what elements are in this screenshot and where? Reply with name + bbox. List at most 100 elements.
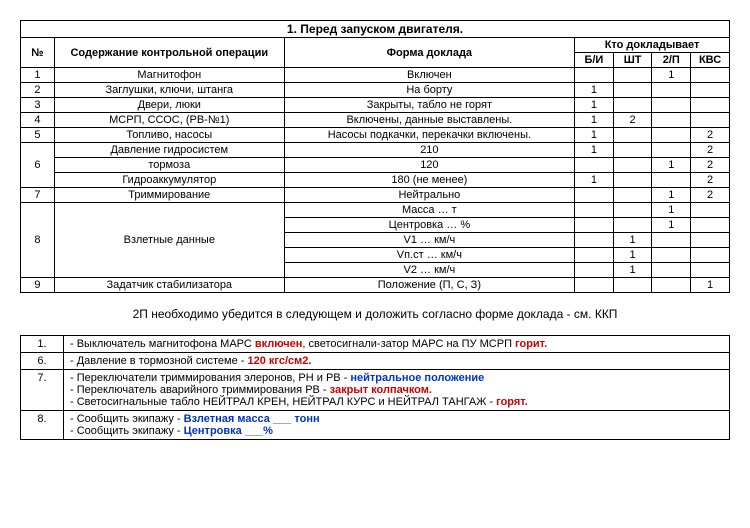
cell-who bbox=[613, 128, 652, 143]
cell-operation: Топливо, насосы bbox=[54, 128, 284, 143]
cell-who bbox=[652, 263, 691, 278]
cell-who: 2 bbox=[691, 128, 730, 143]
cell-num: 8 bbox=[21, 203, 55, 278]
table-row: 5Топливо, насосыНасосы подкачки, перекач… bbox=[21, 128, 730, 143]
notes-table: 1.- Выключатель магнитофона МАРС включен… bbox=[20, 335, 730, 440]
note-text-span: горит. bbox=[515, 338, 547, 350]
cell-who bbox=[691, 233, 730, 248]
cell-form: V1 … км/ч bbox=[284, 233, 574, 248]
cell-operation: Задатчик стабилизатора bbox=[54, 278, 284, 293]
cell-form: Масса … т bbox=[284, 203, 574, 218]
cell-operation: тормоза bbox=[54, 158, 284, 173]
header-num: № bbox=[21, 38, 55, 68]
note-text-span: - Переключатель аварийного триммирования… bbox=[70, 384, 330, 396]
table-row: 9Задатчик стабилизатораПоложение (П, С, … bbox=[21, 278, 730, 293]
cell-num: 6 bbox=[21, 143, 55, 188]
note-text-span: - Давление в тормозной системе - bbox=[70, 355, 247, 367]
note-text-span: горят. bbox=[496, 396, 528, 408]
note-text-span: Взлетная масса ___ тонн bbox=[184, 413, 320, 425]
cell-who bbox=[613, 143, 652, 158]
cell-who bbox=[613, 278, 652, 293]
table-title: 1. Перед запуском двигателя. bbox=[21, 21, 730, 38]
cell-operation: Гидроаккумулятор bbox=[54, 173, 284, 188]
cell-who bbox=[575, 233, 614, 248]
table-row: 7ТриммированиеНейтрально12 bbox=[21, 188, 730, 203]
cell-who bbox=[652, 233, 691, 248]
cell-who: 1 bbox=[575, 98, 614, 113]
cell-who: 1 bbox=[613, 233, 652, 248]
header-operation: Содержание контрольной операции bbox=[54, 38, 284, 68]
note-row: 6.- Давление в тормозной системе - 120 к… bbox=[21, 353, 730, 370]
cell-who bbox=[613, 158, 652, 173]
cell-form: 210 bbox=[284, 143, 574, 158]
cell-who bbox=[652, 143, 691, 158]
note-text-cell: - Переключатели триммирования элеронов, … bbox=[64, 370, 730, 411]
cell-who bbox=[652, 128, 691, 143]
cell-who: 2 bbox=[691, 143, 730, 158]
table-row: 6Давление гидросистем21012 bbox=[21, 143, 730, 158]
cell-num: 9 bbox=[21, 278, 55, 293]
cell-who bbox=[652, 113, 691, 128]
cell-who bbox=[691, 218, 730, 233]
cell-who bbox=[691, 83, 730, 98]
cell-who bbox=[691, 113, 730, 128]
cell-form: Центровка … % bbox=[284, 218, 574, 233]
table-body: 1МагнитофонВключен12Заглушки, ключи, шта… bbox=[21, 68, 730, 293]
cell-operation: МСРП, ССОС, (РВ-№1) bbox=[54, 113, 284, 128]
cell-num: 4 bbox=[21, 113, 55, 128]
cell-operation: Взлетные данные bbox=[54, 203, 284, 278]
header-who-col: 2/П bbox=[652, 53, 691, 68]
cell-operation: Двери, люки bbox=[54, 98, 284, 113]
checklist-table: 1. Перед запуском двигателя. № Содержани… bbox=[20, 20, 730, 293]
cell-form: Насосы подкачки, перекачки включены. bbox=[284, 128, 574, 143]
cell-who bbox=[613, 98, 652, 113]
cell-form: Положение (П, С, З) bbox=[284, 278, 574, 293]
cell-who: 1 bbox=[613, 248, 652, 263]
note-text-span: нейтральное положение bbox=[350, 372, 484, 384]
cell-who bbox=[613, 188, 652, 203]
cell-operation: Давление гидросистем bbox=[54, 143, 284, 158]
cell-form: 120 bbox=[284, 158, 574, 173]
header-who-col: Б/И bbox=[575, 53, 614, 68]
note-text-cell: - Сообщить экипажу - Взлетная масса ___ … bbox=[64, 411, 730, 440]
cell-who: 1 bbox=[575, 173, 614, 188]
note-num: 6. bbox=[21, 353, 64, 370]
cell-who bbox=[613, 83, 652, 98]
cell-who: 1 bbox=[652, 218, 691, 233]
cell-who bbox=[575, 158, 614, 173]
cell-who: 2 bbox=[691, 173, 730, 188]
cell-who: 1 bbox=[652, 68, 691, 83]
cell-who bbox=[691, 68, 730, 83]
table-row: 3Двери, люкиЗакрыты, табло не горят1 bbox=[21, 98, 730, 113]
cell-operation: Триммирование bbox=[54, 188, 284, 203]
cell-who bbox=[575, 248, 614, 263]
note-num: 7. bbox=[21, 370, 64, 411]
cell-who bbox=[613, 203, 652, 218]
note-text: 2П необходимо убедится в следующем и дол… bbox=[20, 307, 730, 321]
note-num: 8. bbox=[21, 411, 64, 440]
cell-who bbox=[613, 68, 652, 83]
cell-who bbox=[652, 83, 691, 98]
cell-who: 1 bbox=[575, 113, 614, 128]
cell-operation: Заглушки, ключи, штанга bbox=[54, 83, 284, 98]
note-text-span: - Переключатели триммирования элеронов, … bbox=[70, 372, 350, 384]
cell-num: 1 bbox=[21, 68, 55, 83]
note-text-cell: - Давление в тормозной системе - 120 кгс… bbox=[64, 353, 730, 370]
cell-who bbox=[575, 203, 614, 218]
cell-who: 1 bbox=[652, 203, 691, 218]
cell-who bbox=[691, 203, 730, 218]
cell-who bbox=[613, 218, 652, 233]
cell-who: 1 bbox=[575, 143, 614, 158]
note-row: 1.- Выключатель магнитофона МАРС включен… bbox=[21, 336, 730, 353]
cell-who bbox=[652, 98, 691, 113]
note-text-span: - Светосигнальные табло НЕЙТРАЛ КРЕН, НЕ… bbox=[70, 396, 496, 408]
cell-who bbox=[575, 188, 614, 203]
cell-who: 1 bbox=[652, 188, 691, 203]
cell-form: V2 … км/ч bbox=[284, 263, 574, 278]
cell-operation: Магнитофон bbox=[54, 68, 284, 83]
cell-num: 2 bbox=[21, 83, 55, 98]
cell-who bbox=[691, 263, 730, 278]
cell-who bbox=[613, 173, 652, 188]
cell-form: Нейтрально bbox=[284, 188, 574, 203]
cell-who bbox=[575, 218, 614, 233]
